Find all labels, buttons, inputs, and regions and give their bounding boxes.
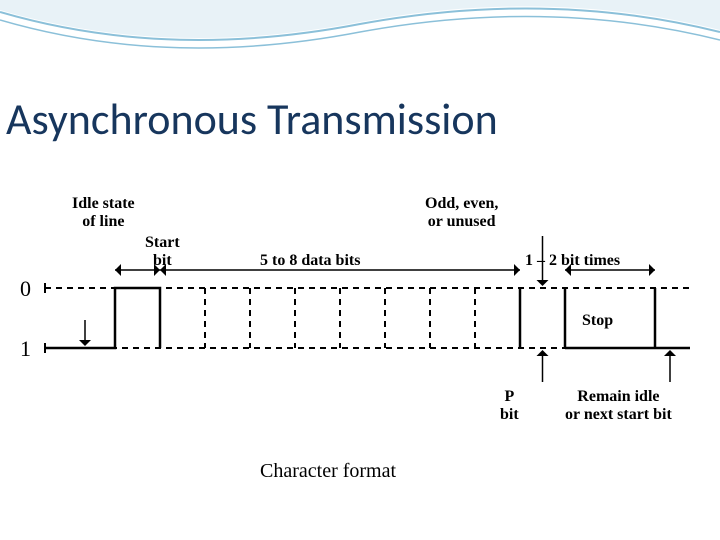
waveform-diagram: [0, 0, 720, 540]
